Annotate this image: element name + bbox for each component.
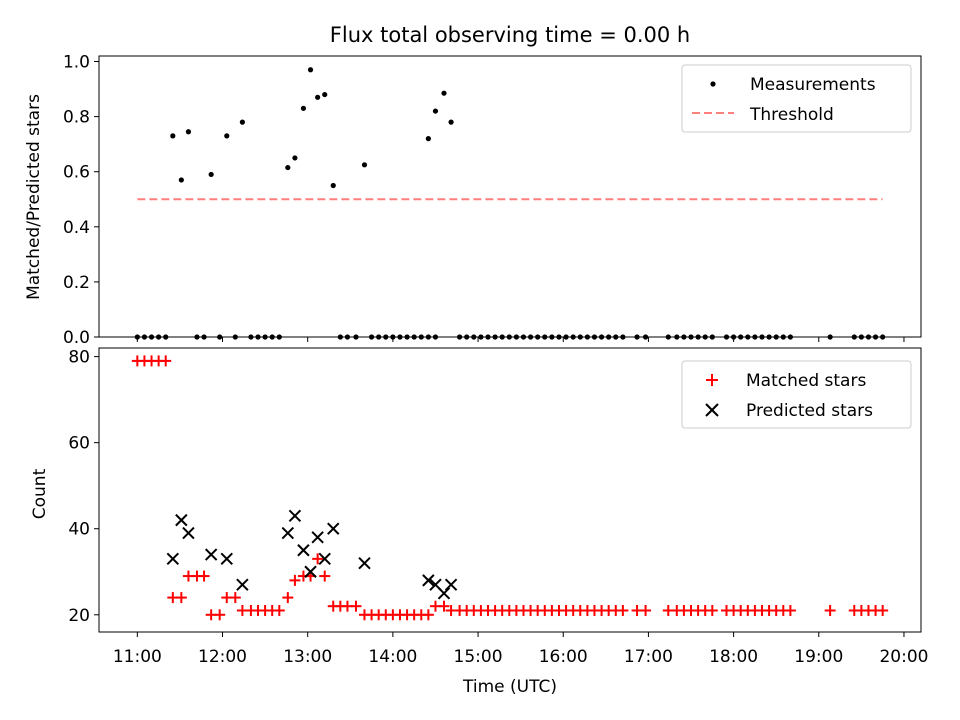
matched-stars-point — [273, 604, 285, 616]
chart-title: Flux total observing time = 0.00 h — [330, 23, 690, 47]
matched-stars-point — [312, 553, 324, 565]
x-tick-label: 17:00 — [624, 647, 673, 667]
predicted-stars-point — [297, 544, 310, 557]
bottom-plot-marks — [131, 355, 889, 621]
bottom-legend-frame — [681, 360, 912, 429]
x-tick-label: 16:00 — [539, 647, 588, 667]
y-tick-label: 60 — [68, 434, 90, 454]
matched-stars-point — [289, 574, 301, 586]
x-tick-label: 15:00 — [454, 647, 503, 667]
y-tick-label: 40 — [68, 520, 90, 540]
x-tick-label: 13:00 — [283, 647, 332, 667]
measurement-point — [178, 177, 184, 183]
measurement-point — [441, 90, 447, 96]
y-tick-label: 80 — [68, 348, 90, 368]
measurement-point — [292, 155, 298, 161]
matched-stars-point — [640, 604, 652, 616]
measurement-point — [208, 171, 214, 178]
matched-stars-point — [214, 609, 226, 621]
measurement-point — [361, 162, 368, 168]
predicted-stars-point — [166, 552, 180, 566]
matched-stars-point — [422, 609, 434, 621]
x-tick-label: 18:00 — [709, 647, 758, 667]
legend-predicted-label: Predicted stars — [746, 401, 873, 421]
bottom-x-axis-label: Time (UTC) — [462, 677, 557, 697]
measurement-point — [307, 67, 314, 73]
measurement-point — [185, 129, 192, 135]
bottom-x-axis: 11:00 12:00 13:00 14:00 15:00 16:00 17:00 18:00… — [113, 632, 928, 667]
y-tick-label: 0.4 — [63, 218, 90, 238]
matched-stars-point — [877, 604, 889, 616]
legend-predicted-marker — [705, 403, 719, 417]
matched-stars-point — [617, 604, 629, 616]
top-legend: Measurements Threshold — [681, 64, 912, 133]
measurement-point — [285, 164, 291, 171]
predicted-stars-point — [444, 578, 458, 591]
measurement-point — [330, 182, 336, 189]
predicted-stars-point — [422, 574, 435, 587]
y-tick-label: 0.6 — [63, 163, 90, 183]
x-tick-label: 20:00 — [879, 647, 928, 667]
matched-stars-point — [824, 604, 836, 616]
matched-stars-point — [229, 592, 241, 604]
y-tick-label: 0.0 — [63, 328, 90, 348]
top-legend-frame — [681, 64, 912, 133]
bottom-legend: Matched stars Predicted stars — [681, 360, 912, 429]
measurement-point — [224, 133, 230, 139]
bottom-y-axis: 20 40 60 80 — [68, 348, 99, 626]
matched-stars-point — [198, 570, 210, 582]
top-y-axis-label: Matched/Predicted stars — [24, 94, 44, 300]
predicted-stars-point — [311, 531, 324, 544]
predicted-stars-point — [358, 556, 371, 570]
measurement-point — [315, 94, 321, 100]
matched-stars-point — [175, 592, 187, 604]
top-x-ticks — [136, 337, 905, 342]
x-tick-label: 11:00 — [113, 647, 162, 667]
measurement-point — [322, 91, 328, 98]
matched-stars-point — [319, 570, 331, 582]
predicted-stars-point — [175, 513, 188, 527]
predicted-stars-point — [236, 578, 249, 591]
legend-measurements-label: Measurements — [750, 75, 876, 95]
predicted-stars-point — [437, 587, 451, 600]
predicted-stars-point — [281, 526, 295, 540]
top-plot-frame — [98, 55, 922, 338]
y-tick-label: 0.8 — [63, 108, 90, 128]
predicted-stars-point — [304, 565, 317, 578]
predicted-stars-point — [288, 509, 302, 523]
legend-matched-label: Matched stars — [746, 371, 866, 391]
predicted-stars-point — [182, 526, 195, 540]
legend-matched-marker — [706, 374, 718, 386]
y-tick-label: 0.2 — [63, 273, 90, 293]
measurement-point — [300, 105, 307, 111]
measurement-point — [432, 108, 439, 114]
matched-stars-point — [282, 592, 294, 604]
matched-stars-point — [784, 604, 796, 616]
matched-stars-point — [438, 600, 450, 612]
top-y-axis: 0.0 0.2 0.4 0.6 0.8 1.0 — [63, 53, 99, 348]
predicted-stars-point — [204, 548, 218, 561]
legend-threshold-label: Threshold — [749, 105, 834, 125]
measurement-point — [239, 119, 245, 125]
predicted-stars-point — [318, 552, 331, 566]
bottom-plot-frame — [98, 347, 922, 633]
legend-measurements-marker — [710, 81, 716, 87]
predicted-stars-point — [327, 522, 340, 535]
measurement-point — [170, 133, 176, 139]
matched-stars-point — [350, 600, 362, 612]
x-tick-label: 12:00 — [198, 647, 247, 667]
x-tick-label: 19:00 — [794, 647, 843, 667]
y-tick-label: 20 — [68, 606, 90, 626]
measurement-point — [448, 119, 454, 125]
matched-stars-point — [160, 355, 172, 367]
y-tick-label: 1.0 — [63, 53, 90, 73]
predicted-stars-point — [220, 552, 233, 566]
bottom-y-axis-label: Count — [30, 468, 50, 519]
x-tick-label: 14:00 — [368, 647, 417, 667]
measurement-point — [425, 136, 431, 142]
matched-stars-point — [706, 604, 718, 616]
